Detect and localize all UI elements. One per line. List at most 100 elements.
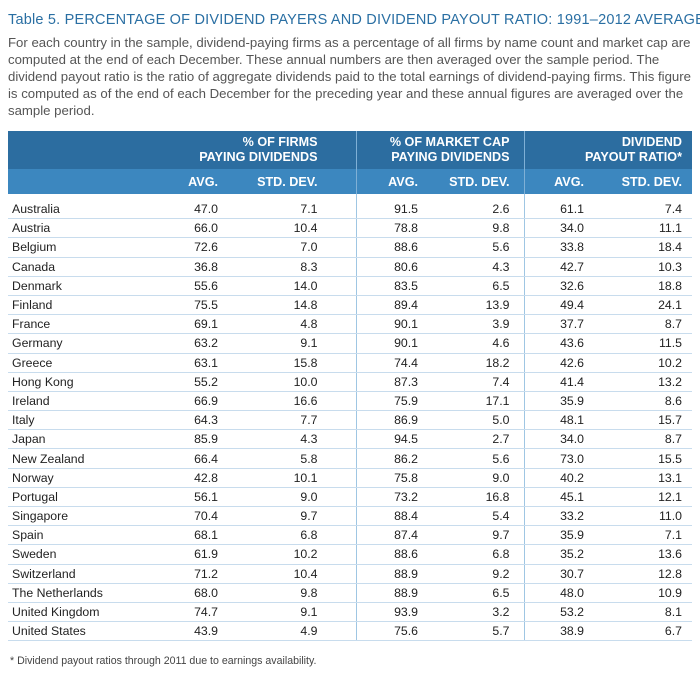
value-cell: 13.2 bbox=[590, 372, 692, 392]
column-header: STD. DEV. bbox=[238, 169, 356, 194]
value-cell: 15.7 bbox=[590, 410, 692, 431]
value-cell: 33.8 bbox=[523, 237, 590, 258]
value-cell: 73.2 bbox=[355, 487, 424, 508]
value-cell: 12.8 bbox=[590, 564, 692, 584]
country-cell: Japan bbox=[8, 429, 158, 450]
value-cell: 88.6 bbox=[355, 237, 424, 258]
value-cell: 18.4 bbox=[590, 237, 692, 258]
value-cell: 18.2 bbox=[424, 353, 524, 373]
country-cell: Sweden bbox=[8, 544, 158, 565]
table-row: United States 43.9 4.9 75.6 5.7 38.9 6.7 bbox=[8, 621, 692, 642]
value-cell: 4.8 bbox=[238, 314, 356, 335]
column-header: AVG. bbox=[355, 169, 424, 194]
value-cell: 34.0 bbox=[523, 218, 590, 239]
footnote: * Dividend payout ratios through 2011 du… bbox=[10, 655, 317, 668]
table-caption: Table 5. PERCENTAGE OF DIVIDEND PAYERS A… bbox=[8, 12, 700, 28]
value-cell: 35.2 bbox=[523, 544, 590, 565]
table-row: United Kingdom 74.7 9.1 93.9 3.2 53.2 8.1 bbox=[8, 602, 692, 623]
value-cell: 68.0 bbox=[158, 583, 238, 603]
country-cell: Spain bbox=[8, 525, 158, 546]
table-row: Norway 42.8 10.1 75.8 9.0 40.2 13.1 bbox=[8, 468, 692, 488]
table-row: Finland 75.5 14.8 89.4 13.9 49.4 24.1 bbox=[8, 295, 692, 316]
country-cell: Austria bbox=[8, 218, 158, 239]
value-cell: 11.0 bbox=[590, 506, 692, 527]
value-cell: 8.1 bbox=[590, 602, 692, 623]
value-cell: 16.6 bbox=[238, 391, 356, 412]
value-cell: 6.7 bbox=[590, 621, 692, 642]
value-cell: 8.3 bbox=[238, 257, 356, 277]
value-cell: 63.2 bbox=[158, 333, 238, 354]
value-cell: 14.8 bbox=[238, 295, 356, 316]
value-cell: 75.8 bbox=[355, 468, 424, 488]
value-cell: 75.5 bbox=[158, 295, 238, 316]
value-cell: 40.2 bbox=[523, 468, 590, 488]
value-cell: 5.6 bbox=[424, 237, 524, 258]
value-cell: 14.0 bbox=[238, 276, 356, 296]
country-cell: Norway bbox=[8, 468, 158, 488]
value-cell: 24.1 bbox=[590, 295, 692, 316]
table-row: Canada 36.8 8.3 80.6 4.3 42.7 10.3 bbox=[8, 257, 692, 277]
value-cell: 15.8 bbox=[238, 353, 356, 373]
value-cell: 34.0 bbox=[523, 429, 590, 450]
value-cell: 7.7 bbox=[238, 410, 356, 431]
group-header-payout: DIVIDEND PAYOUT RATIO* bbox=[523, 131, 692, 169]
value-cell: 4.3 bbox=[424, 257, 524, 277]
value-cell: 9.0 bbox=[238, 487, 356, 508]
table-row: Germany 63.2 9.1 90.1 4.6 43.6 11.5 bbox=[8, 333, 692, 354]
table-row: Hong Kong 55.2 10.0 87.3 7.4 41.4 13.2 bbox=[8, 372, 692, 392]
value-cell: 48.1 bbox=[523, 410, 590, 431]
value-cell: 5.7 bbox=[424, 621, 524, 642]
value-cell: 13.9 bbox=[424, 295, 524, 316]
country-cell: Portugal bbox=[8, 487, 158, 508]
value-cell: 10.9 bbox=[590, 583, 692, 603]
value-cell: 71.2 bbox=[158, 564, 238, 584]
value-cell: 42.7 bbox=[523, 257, 590, 277]
value-cell: 9.2 bbox=[424, 564, 524, 584]
value-cell: 94.5 bbox=[355, 429, 424, 450]
value-cell: 18.8 bbox=[590, 276, 692, 296]
value-cell: 38.9 bbox=[523, 621, 590, 642]
table-row: Belgium 72.6 7.0 88.6 5.6 33.8 18.4 bbox=[8, 237, 692, 258]
table-row: Singapore 70.4 9.7 88.4 5.4 33.2 11.0 bbox=[8, 506, 692, 527]
value-cell: 90.1 bbox=[355, 314, 424, 335]
value-cell: 49.4 bbox=[523, 295, 590, 316]
value-cell: 33.2 bbox=[523, 506, 590, 527]
country-cell: Belgium bbox=[8, 237, 158, 258]
intro-paragraph: For each country in the sample, dividend… bbox=[8, 35, 691, 118]
value-cell: 32.6 bbox=[523, 276, 590, 296]
value-cell: 3.2 bbox=[424, 602, 524, 623]
value-cell: 7.0 bbox=[238, 237, 356, 258]
value-cell: 72.6 bbox=[158, 237, 238, 258]
value-cell: 10.2 bbox=[238, 544, 356, 565]
group-header-line: PAYOUT RATIO* bbox=[584, 150, 682, 164]
sub-header-row: AVG. STD. DEV. AVG. STD. DEV. AVG. STD. … bbox=[8, 169, 692, 194]
value-cell: 74.7 bbox=[158, 602, 238, 623]
value-cell: 7.4 bbox=[590, 200, 692, 220]
value-cell: 9.8 bbox=[424, 218, 524, 239]
country-cell: Canada bbox=[8, 257, 158, 277]
value-cell: 2.6 bbox=[424, 200, 524, 220]
value-cell: 36.8 bbox=[158, 257, 238, 277]
value-cell: 9.1 bbox=[238, 602, 356, 623]
column-header: AVG. bbox=[523, 169, 590, 194]
value-cell: 11.1 bbox=[590, 218, 692, 239]
table-row: The Netherlands 68.0 9.8 88.9 6.5 48.0 10.9 bbox=[8, 583, 692, 603]
value-cell: 6.8 bbox=[424, 544, 524, 565]
value-cell: 88.9 bbox=[355, 583, 424, 603]
value-cell: 42.8 bbox=[158, 468, 238, 488]
value-cell: 11.5 bbox=[590, 333, 692, 354]
value-cell: 35.9 bbox=[523, 525, 590, 546]
table-row: France 69.1 4.8 90.1 3.9 37.7 8.7 bbox=[8, 314, 692, 335]
value-cell: 85.9 bbox=[158, 429, 238, 450]
value-cell: 73.0 bbox=[523, 448, 590, 469]
group-header-firms: % OF FIRMS PAYING DIVIDENDS bbox=[158, 131, 356, 169]
value-cell: 10.4 bbox=[238, 218, 356, 239]
header-blank bbox=[8, 169, 158, 194]
value-cell: 5.6 bbox=[424, 448, 524, 469]
value-cell: 5.0 bbox=[424, 410, 524, 431]
value-cell: 13.1 bbox=[590, 468, 692, 488]
value-cell: 80.6 bbox=[355, 257, 424, 277]
group-header-line: PAYING DIVIDENDS bbox=[391, 150, 510, 164]
value-cell: 9.8 bbox=[238, 583, 356, 603]
value-cell: 68.1 bbox=[158, 525, 238, 546]
